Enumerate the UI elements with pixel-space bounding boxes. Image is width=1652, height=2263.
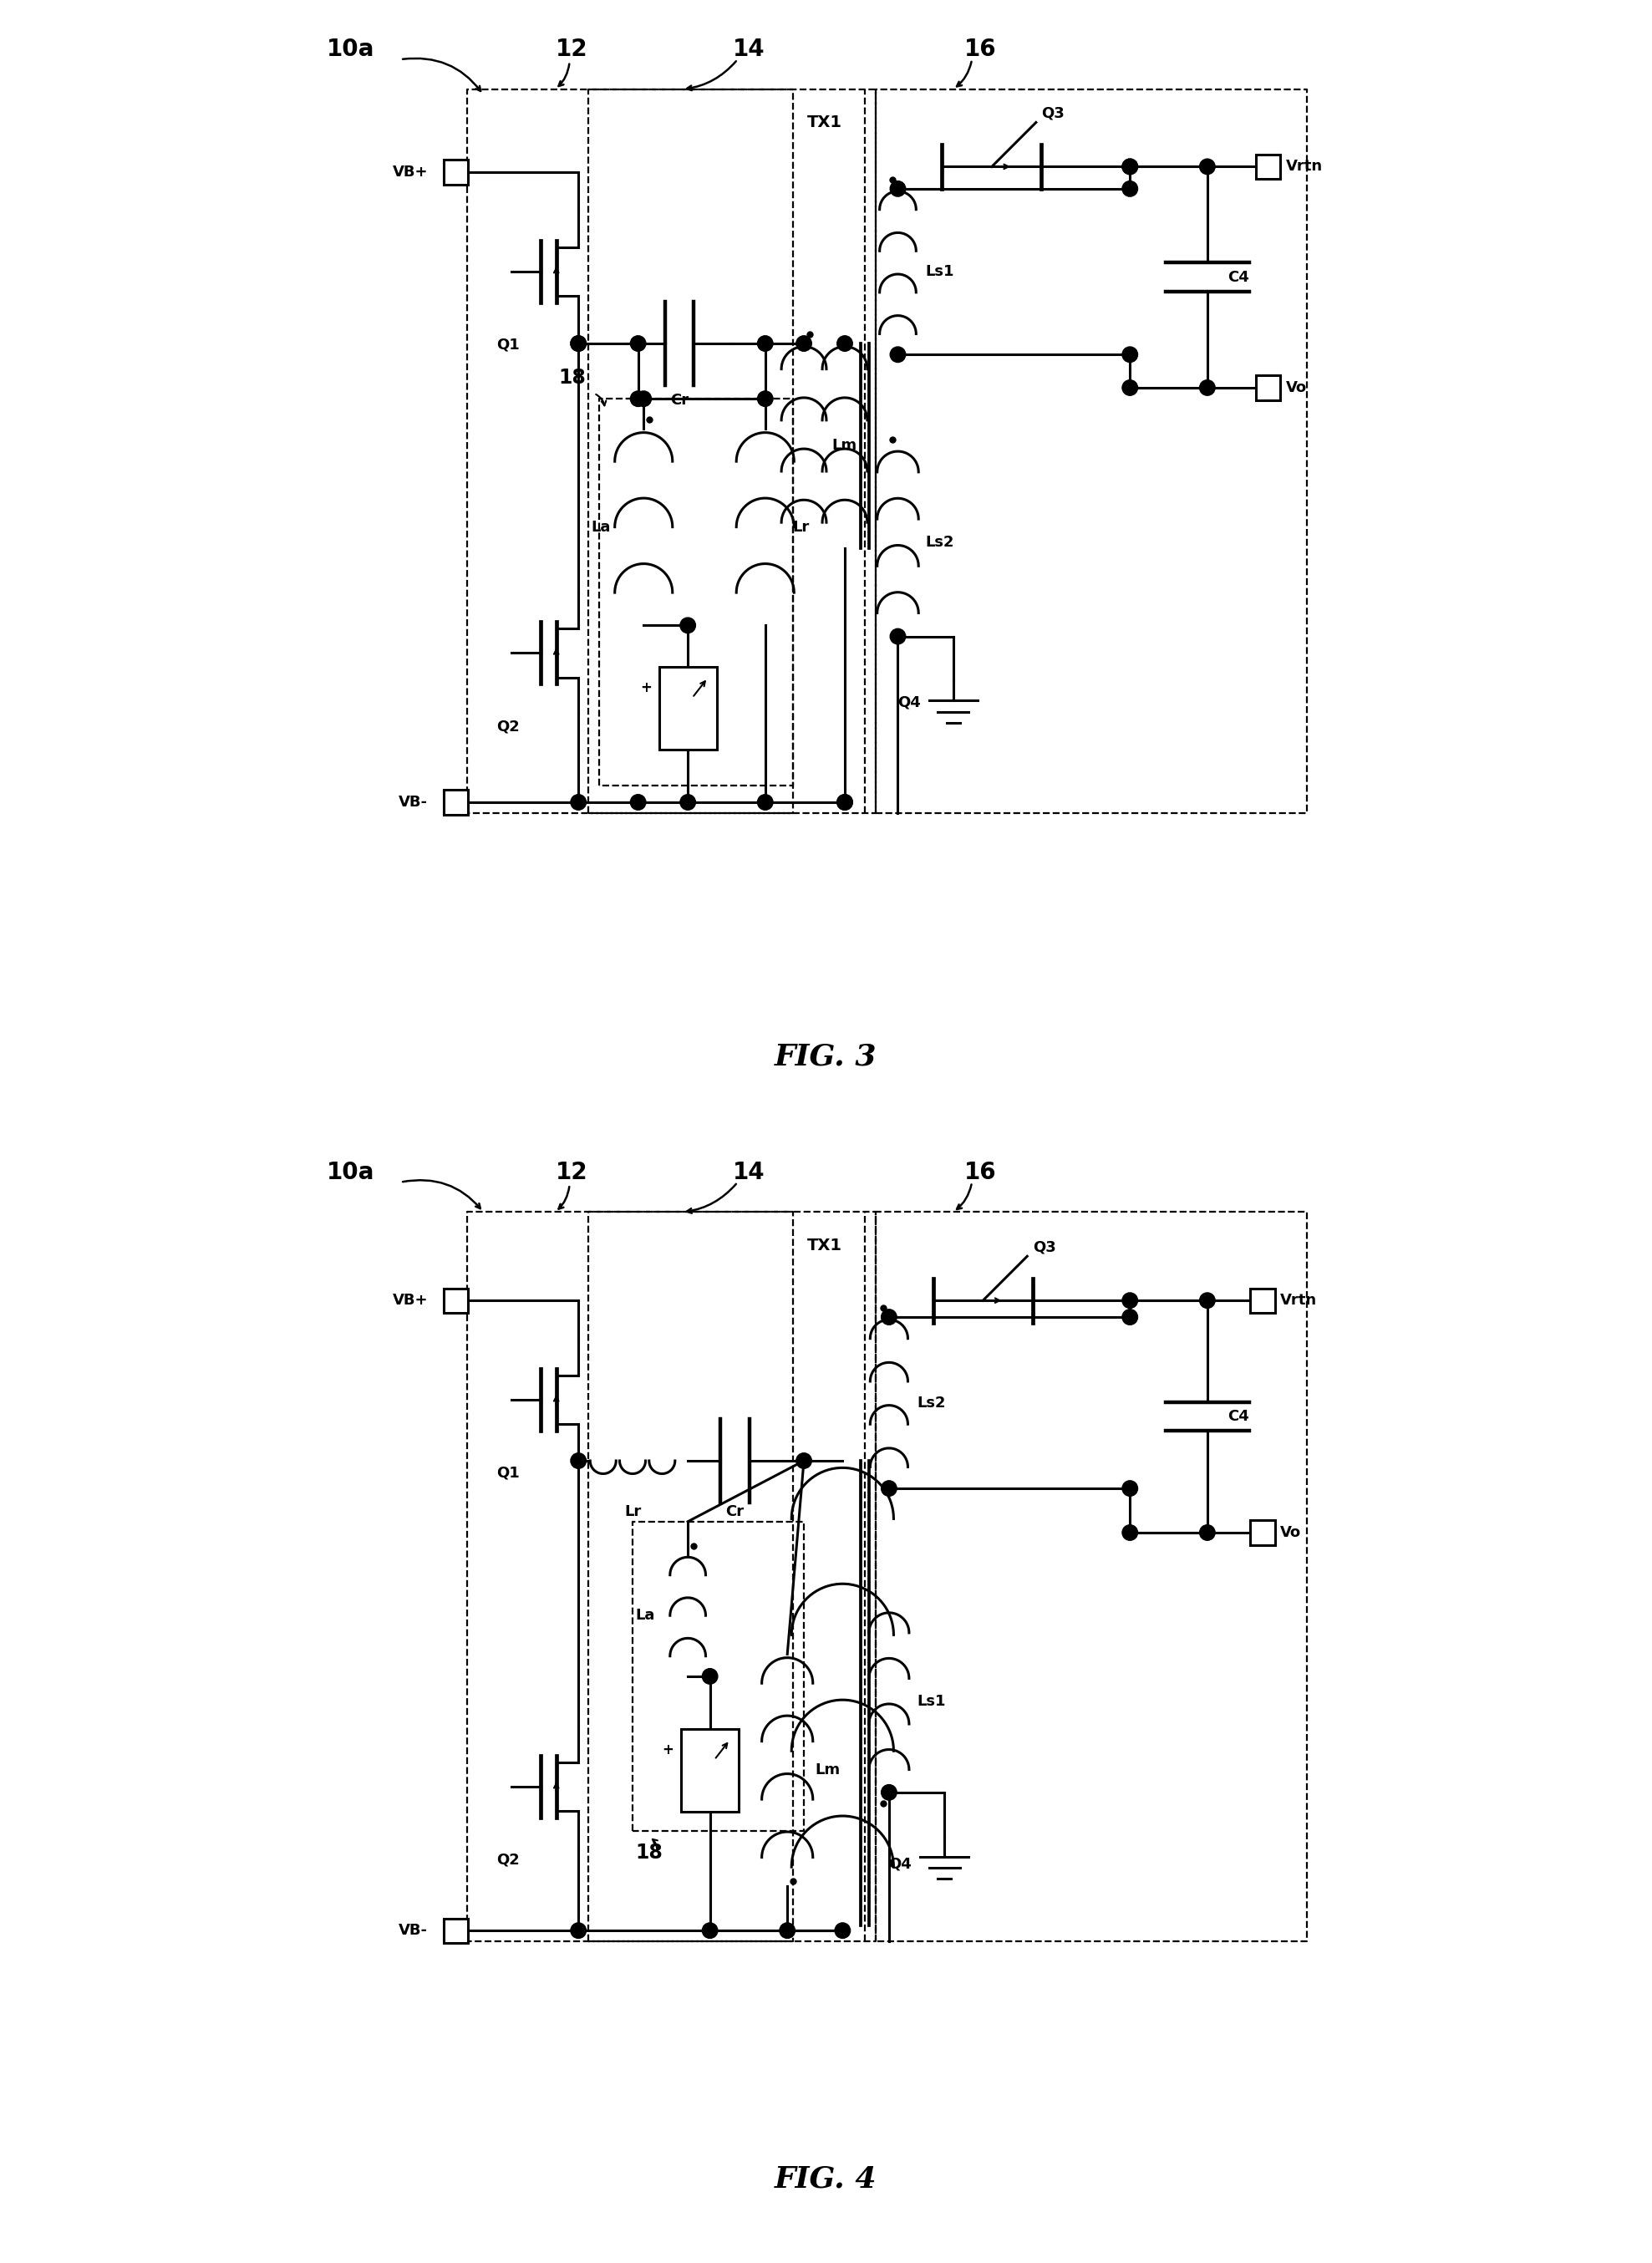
Text: Q1: Q1 bbox=[496, 1466, 519, 1480]
Circle shape bbox=[780, 1924, 795, 1939]
Text: TX1: TX1 bbox=[808, 1238, 843, 1254]
Circle shape bbox=[1122, 1292, 1138, 1308]
Text: 18: 18 bbox=[558, 367, 586, 387]
Bar bbox=[444, 1919, 468, 1942]
Circle shape bbox=[881, 1786, 897, 1799]
Circle shape bbox=[681, 618, 695, 634]
Circle shape bbox=[1122, 1310, 1138, 1324]
Circle shape bbox=[631, 391, 646, 407]
Circle shape bbox=[1122, 181, 1138, 197]
Circle shape bbox=[838, 794, 852, 810]
Circle shape bbox=[881, 1310, 897, 1324]
Circle shape bbox=[890, 629, 905, 645]
Circle shape bbox=[681, 794, 695, 810]
Text: Ls1: Ls1 bbox=[925, 265, 955, 278]
Text: Q3: Q3 bbox=[1032, 1240, 1056, 1256]
Text: Vrtn: Vrtn bbox=[1280, 1292, 1317, 1308]
Text: +: + bbox=[639, 679, 651, 695]
Circle shape bbox=[1199, 1292, 1216, 1308]
Circle shape bbox=[796, 335, 811, 351]
Bar bbox=[444, 1288, 468, 1313]
Circle shape bbox=[881, 1480, 897, 1496]
Circle shape bbox=[838, 794, 852, 810]
Text: Lm: Lm bbox=[814, 1763, 841, 1779]
Bar bbox=[444, 161, 468, 183]
Text: Q2: Q2 bbox=[496, 720, 519, 733]
Circle shape bbox=[1122, 346, 1138, 362]
Circle shape bbox=[570, 335, 586, 351]
Circle shape bbox=[570, 1453, 586, 1469]
Circle shape bbox=[890, 181, 905, 197]
Text: Vo: Vo bbox=[1280, 1525, 1302, 1541]
Text: Ls1: Ls1 bbox=[917, 1693, 945, 1709]
Text: La: La bbox=[591, 520, 611, 534]
Text: C4: C4 bbox=[1227, 269, 1249, 285]
Text: Q2: Q2 bbox=[496, 1853, 519, 1867]
Circle shape bbox=[1122, 1480, 1138, 1496]
Circle shape bbox=[758, 391, 773, 407]
Text: Ls2: Ls2 bbox=[917, 1396, 945, 1410]
Text: +: + bbox=[662, 1743, 674, 1756]
Text: VB+: VB+ bbox=[393, 165, 428, 179]
Text: 10a: 10a bbox=[327, 1161, 375, 1184]
Bar bbox=[659, 668, 717, 749]
Text: 18: 18 bbox=[636, 1842, 662, 1862]
Text: TX1: TX1 bbox=[808, 115, 843, 131]
Text: 10a: 10a bbox=[327, 38, 375, 61]
Text: FIG. 4: FIG. 4 bbox=[775, 2166, 877, 2193]
Circle shape bbox=[1199, 380, 1216, 396]
Text: 14: 14 bbox=[732, 1161, 765, 1184]
Text: Cr: Cr bbox=[671, 391, 689, 407]
Text: Q3: Q3 bbox=[1041, 106, 1066, 122]
Text: Q1: Q1 bbox=[496, 337, 519, 353]
Circle shape bbox=[796, 1453, 811, 1469]
Text: VB-: VB- bbox=[398, 794, 428, 810]
Text: C4: C4 bbox=[1227, 1410, 1249, 1423]
Circle shape bbox=[631, 794, 646, 810]
Text: 16: 16 bbox=[965, 1161, 996, 1184]
Text: 12: 12 bbox=[555, 38, 588, 61]
Circle shape bbox=[631, 335, 646, 351]
Text: Lr: Lr bbox=[624, 1505, 641, 1518]
Text: Lr: Lr bbox=[793, 520, 809, 534]
Text: Vrtn: Vrtn bbox=[1285, 158, 1323, 174]
Text: VB-: VB- bbox=[398, 1924, 428, 1937]
Text: VB+: VB+ bbox=[393, 1292, 428, 1308]
Circle shape bbox=[890, 346, 905, 362]
Circle shape bbox=[702, 1668, 717, 1684]
Circle shape bbox=[834, 1924, 851, 1939]
Bar bbox=[1251, 1521, 1275, 1546]
Text: 12: 12 bbox=[555, 1161, 588, 1184]
Circle shape bbox=[570, 335, 586, 351]
Text: La: La bbox=[634, 1609, 654, 1623]
Text: FIG. 3: FIG. 3 bbox=[775, 1043, 877, 1070]
Circle shape bbox=[758, 794, 773, 810]
Text: Q4: Q4 bbox=[889, 1856, 912, 1872]
Circle shape bbox=[570, 1924, 586, 1939]
Bar bbox=[681, 1729, 738, 1813]
Text: Q4: Q4 bbox=[897, 695, 920, 711]
Circle shape bbox=[570, 794, 586, 810]
Text: Cr: Cr bbox=[725, 1505, 743, 1518]
Bar bbox=[1256, 376, 1280, 401]
Circle shape bbox=[1199, 158, 1216, 174]
Circle shape bbox=[1122, 1525, 1138, 1541]
Bar bbox=[1256, 154, 1280, 179]
Text: Vo: Vo bbox=[1285, 380, 1307, 396]
Circle shape bbox=[1199, 1525, 1216, 1541]
Circle shape bbox=[1122, 380, 1138, 396]
Circle shape bbox=[636, 391, 651, 407]
Bar bbox=[444, 790, 468, 815]
Text: 14: 14 bbox=[732, 38, 765, 61]
Bar bbox=[1251, 1288, 1275, 1313]
Circle shape bbox=[758, 335, 773, 351]
Circle shape bbox=[838, 335, 852, 351]
Text: Lm: Lm bbox=[831, 439, 857, 453]
Circle shape bbox=[1122, 158, 1138, 174]
Circle shape bbox=[1122, 158, 1138, 174]
Text: 16: 16 bbox=[965, 38, 996, 61]
Text: Ls2: Ls2 bbox=[925, 534, 955, 550]
Circle shape bbox=[702, 1924, 717, 1939]
